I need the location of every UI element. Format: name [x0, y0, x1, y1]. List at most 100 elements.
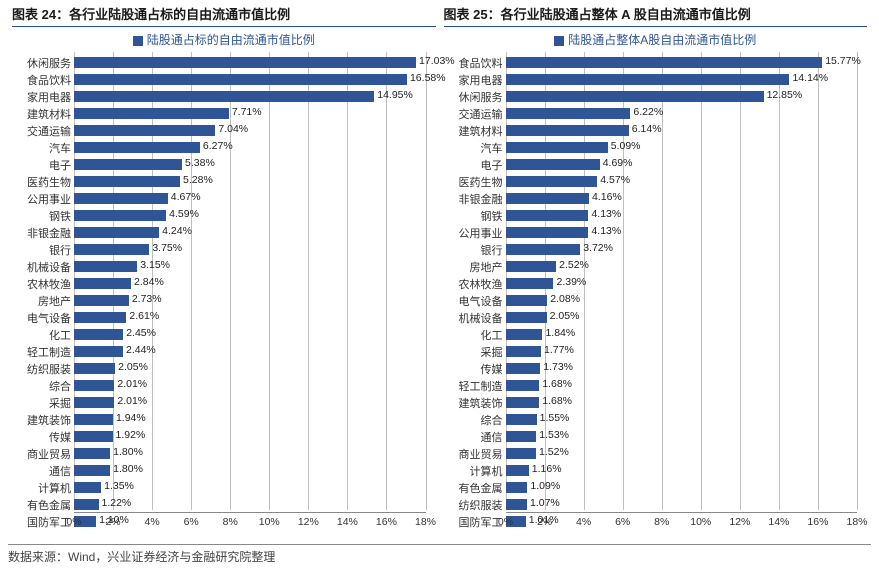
x-tick-label: 6%	[184, 516, 199, 528]
bar-wrap: 4.24%	[74, 227, 436, 238]
value-label: 1.73%	[543, 361, 573, 373]
category-label: 建筑装饰	[12, 412, 74, 428]
value-label: 1.22%	[102, 497, 132, 509]
category-label: 公用事业	[12, 191, 74, 207]
value-label: 12.85%	[767, 89, 803, 101]
value-label: 2.73%	[132, 293, 162, 305]
bar	[506, 329, 543, 340]
x-tick-label: 12%	[298, 516, 319, 528]
value-label: 5.09%	[611, 140, 641, 152]
right-panel: 图表 25：各行业陆股通占整体 A 股自由流通市值比例 陆股通占整体A股自由流通…	[440, 4, 872, 532]
bar	[74, 74, 407, 85]
chart-row: 电气设备 2.08%	[444, 293, 868, 309]
value-label: 4.16%	[592, 191, 622, 203]
bar-wrap: 1.84%	[506, 329, 868, 340]
chart-row: 交通运输7.04%	[12, 123, 436, 139]
category-label: 通信	[12, 463, 74, 479]
bar-wrap: 1.92%	[74, 431, 436, 442]
category-label: 综合	[444, 412, 506, 428]
value-label: 3.75%	[152, 242, 182, 254]
category-label: 非银金融	[12, 225, 74, 241]
right-legend: 陆股通占整体A股自由流通市值比例	[444, 31, 868, 48]
bar	[74, 176, 180, 187]
bar-wrap: 4.69%	[506, 159, 868, 170]
bar-wrap: 1.94%	[74, 414, 436, 425]
value-label: 5.28%	[183, 174, 213, 186]
chart-row: 钢铁4.59%	[12, 208, 436, 224]
legend-swatch	[133, 36, 143, 46]
value-label: 1.16%	[532, 463, 562, 475]
value-label: 1.94%	[116, 412, 146, 424]
category-label: 通信	[444, 429, 506, 445]
bar-wrap: 3.72%	[506, 244, 868, 255]
left-xaxis: 0%2%4%6%8%10%12%14%16%18%	[74, 512, 426, 532]
category-label: 机械设备	[12, 259, 74, 275]
value-label: 1.52%	[539, 446, 569, 458]
chart-row: 采掘1.77%	[444, 344, 868, 360]
bar	[506, 278, 554, 289]
value-label: 2.44%	[126, 344, 156, 356]
x-tick-label: 4%	[576, 516, 591, 528]
chart-row: 纺织服装1.07%	[444, 497, 868, 513]
bar-wrap: 2.84%	[74, 278, 436, 289]
bar	[506, 448, 537, 459]
chart-row: 商业贸易1.52%	[444, 446, 868, 462]
value-label: 1.68%	[542, 378, 572, 390]
chart-row: 房地产 2.73%	[12, 293, 436, 309]
category-label: 电气设备	[444, 293, 506, 309]
value-label: 1.07%	[530, 497, 560, 509]
value-label: 7.71%	[232, 106, 262, 118]
chart-row: 机械设备2.05%	[444, 310, 868, 326]
bar-wrap: 4.16%	[506, 193, 868, 204]
category-label: 采掘	[12, 395, 74, 411]
value-label: 16.58%	[410, 72, 446, 84]
chart-row: 医药生物4.57%	[444, 174, 868, 190]
bar-wrap: 4.13%	[506, 227, 868, 238]
category-label: 计算机	[444, 463, 506, 479]
value-label: 1.84%	[545, 327, 575, 339]
bar	[74, 482, 101, 493]
bar	[506, 397, 540, 408]
chart-row: 化工2.45%	[12, 327, 436, 343]
bar-wrap: 1.77%	[506, 346, 868, 357]
category-label: 计算机	[12, 480, 74, 496]
chart-row: 汽车5.09%	[444, 140, 868, 156]
value-label: 2.84%	[134, 276, 164, 288]
bar	[74, 159, 182, 170]
category-label: 银行	[444, 242, 506, 258]
chart-row: 电子4.69%	[444, 157, 868, 173]
bar-wrap: 6.27%	[74, 142, 436, 153]
bar-wrap: 2.05%	[506, 312, 868, 323]
category-label: 农林牧渔	[444, 276, 506, 292]
x-tick-label: 14%	[768, 516, 789, 528]
bar-wrap: 2.44%	[74, 346, 436, 357]
chart-row: 建筑材料7.71%	[12, 106, 436, 122]
charts-container: 图表 24：各行业陆股通占标的自由流通市值比例 陆股通占标的自由流通市值比例 休…	[0, 0, 879, 532]
category-label: 建筑材料	[444, 123, 506, 139]
bar	[74, 499, 99, 510]
bar-wrap: 1.22%	[74, 499, 436, 510]
bar-wrap: 1.80%	[74, 448, 436, 459]
x-tick-label: 16%	[807, 516, 828, 528]
chart-row: 有色金属1.09%	[444, 480, 868, 496]
category-label: 非银金融	[444, 191, 506, 207]
value-label: 4.24%	[162, 225, 192, 237]
chart-row: 家用电器14.95%	[12, 89, 436, 105]
category-label: 综合	[12, 378, 74, 394]
bar	[506, 108, 631, 119]
left-panel: 图表 24：各行业陆股通占标的自由流通市值比例 陆股通占标的自由流通市值比例 休…	[8, 4, 440, 532]
x-tick-label: 4%	[145, 516, 160, 528]
chart-row: 非银金融 4.16%	[444, 191, 868, 207]
chart-row: 休闲服务12.85%	[444, 89, 868, 105]
value-label: 2.08%	[550, 293, 580, 305]
x-tick-label: 18%	[415, 516, 436, 528]
chart-row: 汽车6.27%	[12, 140, 436, 156]
left-rows: 休闲服务17.03%食品饮料16.58%家用电器14.95%建筑材料7.71%交…	[12, 54, 436, 530]
bar	[506, 295, 548, 306]
bar	[74, 227, 159, 238]
chart-row: 综合2.01%	[12, 378, 436, 394]
category-label: 房地产	[12, 293, 74, 309]
bar	[506, 210, 589, 221]
bar	[506, 74, 790, 85]
value-label: 5.38%	[185, 157, 215, 169]
